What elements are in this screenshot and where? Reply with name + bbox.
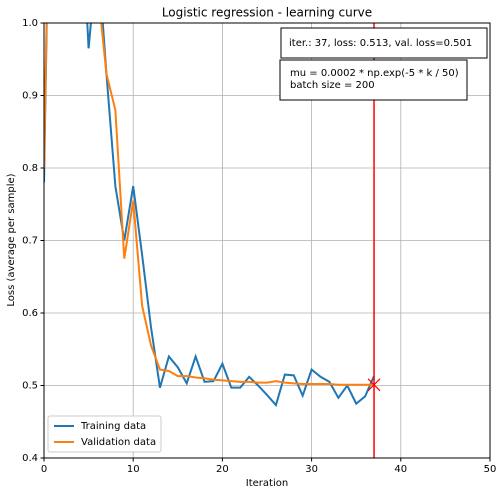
annotation-box (280, 27, 488, 59)
chart-title: Logistic regression - learning curve (162, 6, 372, 20)
y-tick-label: 1.0 (22, 18, 38, 29)
x-tick-label: 40 (394, 464, 407, 475)
legend-label: Validation data (81, 437, 156, 448)
y-tick-label: 0.7 (22, 236, 38, 247)
plot-area (44, 23, 375, 408)
x-axis-label: Iteration (246, 478, 288, 489)
annotation: mu = 0.0002 * np.exp(-5 * k / 50) (290, 68, 459, 79)
x-tick-label: 50 (484, 464, 497, 475)
y-axis-label: Loss (average per sample) (6, 173, 17, 306)
legend-box (47, 415, 162, 453)
current-marker (367, 378, 381, 392)
x-tick-label: 0 (41, 464, 47, 475)
y-tick-label: 0.8 (22, 163, 38, 174)
series-line (44, 23, 375, 386)
x-tick-label: 30 (305, 464, 318, 475)
legend-label: Training data (80, 421, 146, 432)
y-tick-label: 0.9 (22, 91, 38, 102)
x-tick-label: 10 (127, 464, 140, 475)
series-line (44, 23, 375, 408)
y-tick-label: 0.6 (22, 308, 38, 319)
annotation: batch size = 200 (290, 80, 375, 91)
annotation: iter.: 37, loss: 0.513, val. loss=0.501 (289, 38, 472, 49)
x-tick-label: 20 (216, 464, 229, 475)
annotation-box (279, 59, 468, 101)
y-tick-label: 0.4 (22, 453, 38, 464)
y-tick-label: 0.5 (22, 381, 38, 392)
plot-frame (43, 22, 491, 459)
